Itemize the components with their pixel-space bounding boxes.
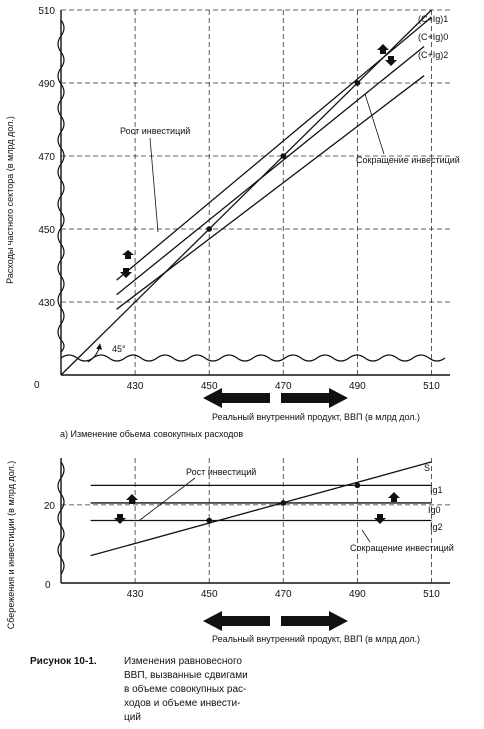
bottom-ticks: 430 450 470 490 510 20 bbox=[44, 501, 440, 600]
angle-label: 45° bbox=[112, 344, 126, 354]
bottom-annotation-increase: Рост инвестиций bbox=[186, 467, 256, 477]
top-y-axis-title: Расходы частного сектора (в млрд дол.) bbox=[5, 116, 15, 284]
top-lines bbox=[60, 9, 432, 376]
top-grid bbox=[61, 9, 450, 375]
series-line-2 bbox=[116, 75, 425, 310]
equilibrium-point bbox=[280, 153, 287, 159]
top-points bbox=[206, 80, 361, 232]
top-origin-label: 0 bbox=[34, 380, 40, 391]
y-tick-label: 490 bbox=[38, 79, 55, 90]
top-chart: 430 450 470 490 510 430 450 470 490 510 45° (C+Ig… bbox=[5, 6, 460, 439]
caption-line-2: ВВП, вызванные сдвигами bbox=[124, 670, 248, 681]
bottom-axis-arrow-right bbox=[281, 611, 348, 631]
equilibrium-point bbox=[206, 226, 212, 232]
reference-line-45 bbox=[60, 9, 432, 376]
top-ticks: 430 450 470 490 510 430 450 470 490 510 bbox=[38, 6, 440, 392]
bottom-shift-down-arrow-right bbox=[374, 514, 386, 524]
top-x-axis-break bbox=[60, 354, 446, 362]
x-tick-label: 430 bbox=[127, 381, 144, 392]
series-label-c2: (C+Ig)2 bbox=[418, 50, 448, 60]
series-label-ig2: Ig2 bbox=[430, 522, 443, 532]
bottom-annotation-decrease: Сокращение инвестиций bbox=[350, 543, 454, 553]
bottom-points bbox=[206, 482, 361, 524]
equilibrium-point bbox=[206, 517, 212, 524]
shift-down-arrow-right bbox=[385, 56, 397, 66]
caption-label: Рисунок 10-1. bbox=[30, 656, 97, 667]
y-tick-label: 20 bbox=[44, 501, 56, 512]
caption-line-5: ций bbox=[124, 712, 141, 723]
shift-up-arrow-left bbox=[122, 250, 134, 259]
bottom-axis-arrow-left bbox=[203, 611, 270, 631]
series-label-ig0: Ig0 bbox=[428, 505, 441, 515]
bottom-shift-up-arrow-left bbox=[126, 494, 138, 504]
bottom-annotation-decrease-leader bbox=[361, 529, 371, 543]
shift-up-arrow-right bbox=[377, 44, 389, 54]
series-line-0 bbox=[90, 461, 432, 557]
series-label-s: S bbox=[424, 463, 430, 473]
figure-caption: Рисунок 10-1. Изменения равновесного ВВП… bbox=[30, 656, 248, 723]
y-tick-label: 510 bbox=[38, 6, 55, 17]
x-tick-label: 490 bbox=[349, 589, 366, 600]
equilibrium-point bbox=[354, 482, 361, 489]
bottom-y-axis-break bbox=[57, 461, 65, 575]
bottom-chart: 430 450 470 490 510 20 S Ig1 Ig0 Ig2 Рост инв… bbox=[6, 458, 454, 644]
y-tick-label: 470 bbox=[38, 152, 55, 163]
top-annotation-increase-leader bbox=[149, 137, 159, 233]
equilibrium-point bbox=[280, 500, 287, 506]
bottom-annotation-increase-leader bbox=[139, 477, 196, 521]
top-annotation-increase: Рост инвестиций bbox=[120, 126, 190, 136]
top-axis-arrow-left bbox=[203, 388, 270, 408]
series-line-0 bbox=[116, 16, 432, 281]
top-annotation-decrease-leader bbox=[364, 93, 385, 155]
top-panel-label: а) Изменение обьема совокупных расходов bbox=[60, 429, 243, 439]
bottom-shift-up-arrow-right bbox=[388, 492, 400, 502]
angle-arc bbox=[87, 343, 103, 363]
x-tick-label: 470 bbox=[275, 381, 292, 392]
x-tick-label: 450 bbox=[201, 381, 218, 392]
x-tick-label: 490 bbox=[349, 381, 366, 392]
shift-down-arrow-left bbox=[120, 268, 132, 278]
top-axis-arrow-right bbox=[281, 388, 348, 408]
top-annotation-decrease: Сокращение инвестиций bbox=[356, 155, 460, 165]
top-x-axis-title: Реальный внутренний продукт, ВВП (в млрд… bbox=[212, 412, 420, 422]
x-tick-label: 470 bbox=[275, 589, 292, 600]
x-tick-label: 510 bbox=[423, 381, 440, 392]
series-label-c0: (C+Ig)0 bbox=[418, 32, 448, 42]
top-y-axis-break bbox=[57, 19, 65, 353]
caption-line-4: ходов и объеме инвести- bbox=[124, 697, 240, 709]
bottom-y-axis-title: Сбережения и инвестиции (в млрд дол.) bbox=[6, 461, 16, 630]
y-tick-label: 450 bbox=[38, 225, 55, 236]
caption-line-3: в объеме совокупных рас- bbox=[124, 683, 246, 695]
bottom-x-axis-title: Реальный внутренний продукт, ВВП (в млрд… bbox=[212, 634, 420, 644]
x-tick-label: 450 bbox=[201, 589, 218, 600]
y-tick-label: 430 bbox=[38, 298, 55, 309]
x-tick-label: 430 bbox=[127, 589, 144, 600]
bottom-lines bbox=[90, 461, 432, 557]
caption-line-1: Изменения равновесного bbox=[124, 656, 242, 667]
bottom-grid bbox=[61, 458, 450, 583]
bottom-shift-down-arrow-left bbox=[114, 514, 126, 524]
series-label-c1: (C+Ig)1 bbox=[418, 14, 448, 24]
series-line-1 bbox=[116, 45, 425, 296]
series-label-ig1: Ig1 bbox=[430, 485, 443, 495]
equilibrium-point bbox=[354, 80, 361, 86]
bottom-origin-label: 0 bbox=[45, 580, 51, 591]
x-tick-label: 510 bbox=[423, 589, 440, 600]
